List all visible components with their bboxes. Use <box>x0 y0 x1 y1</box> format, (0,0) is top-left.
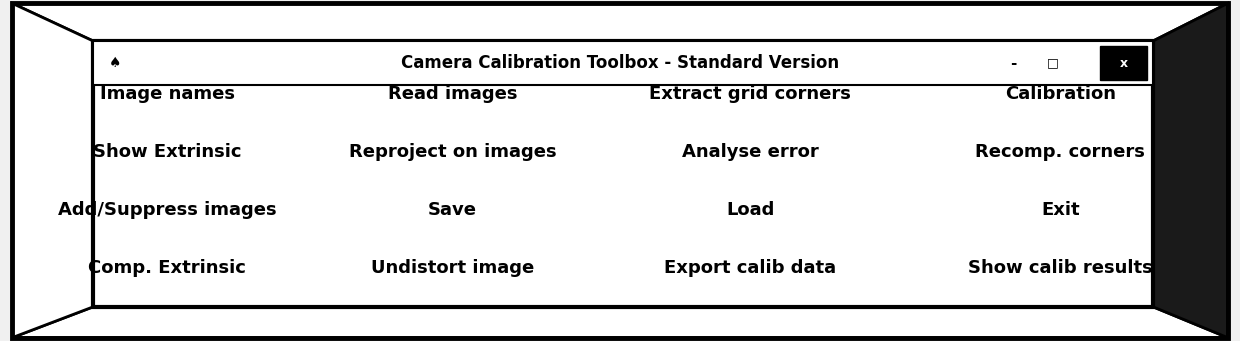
Text: Show Extrinsic: Show Extrinsic <box>93 143 242 161</box>
Text: x: x <box>1120 57 1127 70</box>
Text: Exit: Exit <box>1040 201 1080 219</box>
Text: Read images: Read images <box>388 85 517 103</box>
Text: Add/Suppress images: Add/Suppress images <box>58 201 277 219</box>
Text: Undistort image: Undistort image <box>371 259 534 277</box>
Text: Comp. Extrinsic: Comp. Extrinsic <box>88 259 247 277</box>
Text: Reproject on images: Reproject on images <box>348 143 557 161</box>
Text: -: - <box>1009 56 1017 71</box>
Text: Show calib results: Show calib results <box>968 259 1152 277</box>
Bar <box>93 41 1153 307</box>
Text: Analyse error: Analyse error <box>682 143 818 161</box>
Text: ♠: ♠ <box>109 56 122 70</box>
Polygon shape <box>12 3 93 338</box>
Text: Export calib data: Export calib data <box>665 259 836 277</box>
Text: Image names: Image names <box>100 85 234 103</box>
Text: Load: Load <box>725 201 775 219</box>
Text: Calibration: Calibration <box>1004 85 1116 103</box>
Text: □: □ <box>1047 57 1059 70</box>
Bar <box>1100 46 1147 80</box>
Polygon shape <box>12 307 1228 338</box>
Polygon shape <box>1153 3 1228 338</box>
Text: Camera Calibration Toolbox - Standard Version: Camera Calibration Toolbox - Standard Ve… <box>401 54 839 72</box>
Bar <box>93 41 1153 85</box>
Text: Recomp. corners: Recomp. corners <box>976 143 1145 161</box>
Text: Save: Save <box>428 201 477 219</box>
Text: Extract grid corners: Extract grid corners <box>650 85 851 103</box>
Polygon shape <box>12 3 1228 41</box>
